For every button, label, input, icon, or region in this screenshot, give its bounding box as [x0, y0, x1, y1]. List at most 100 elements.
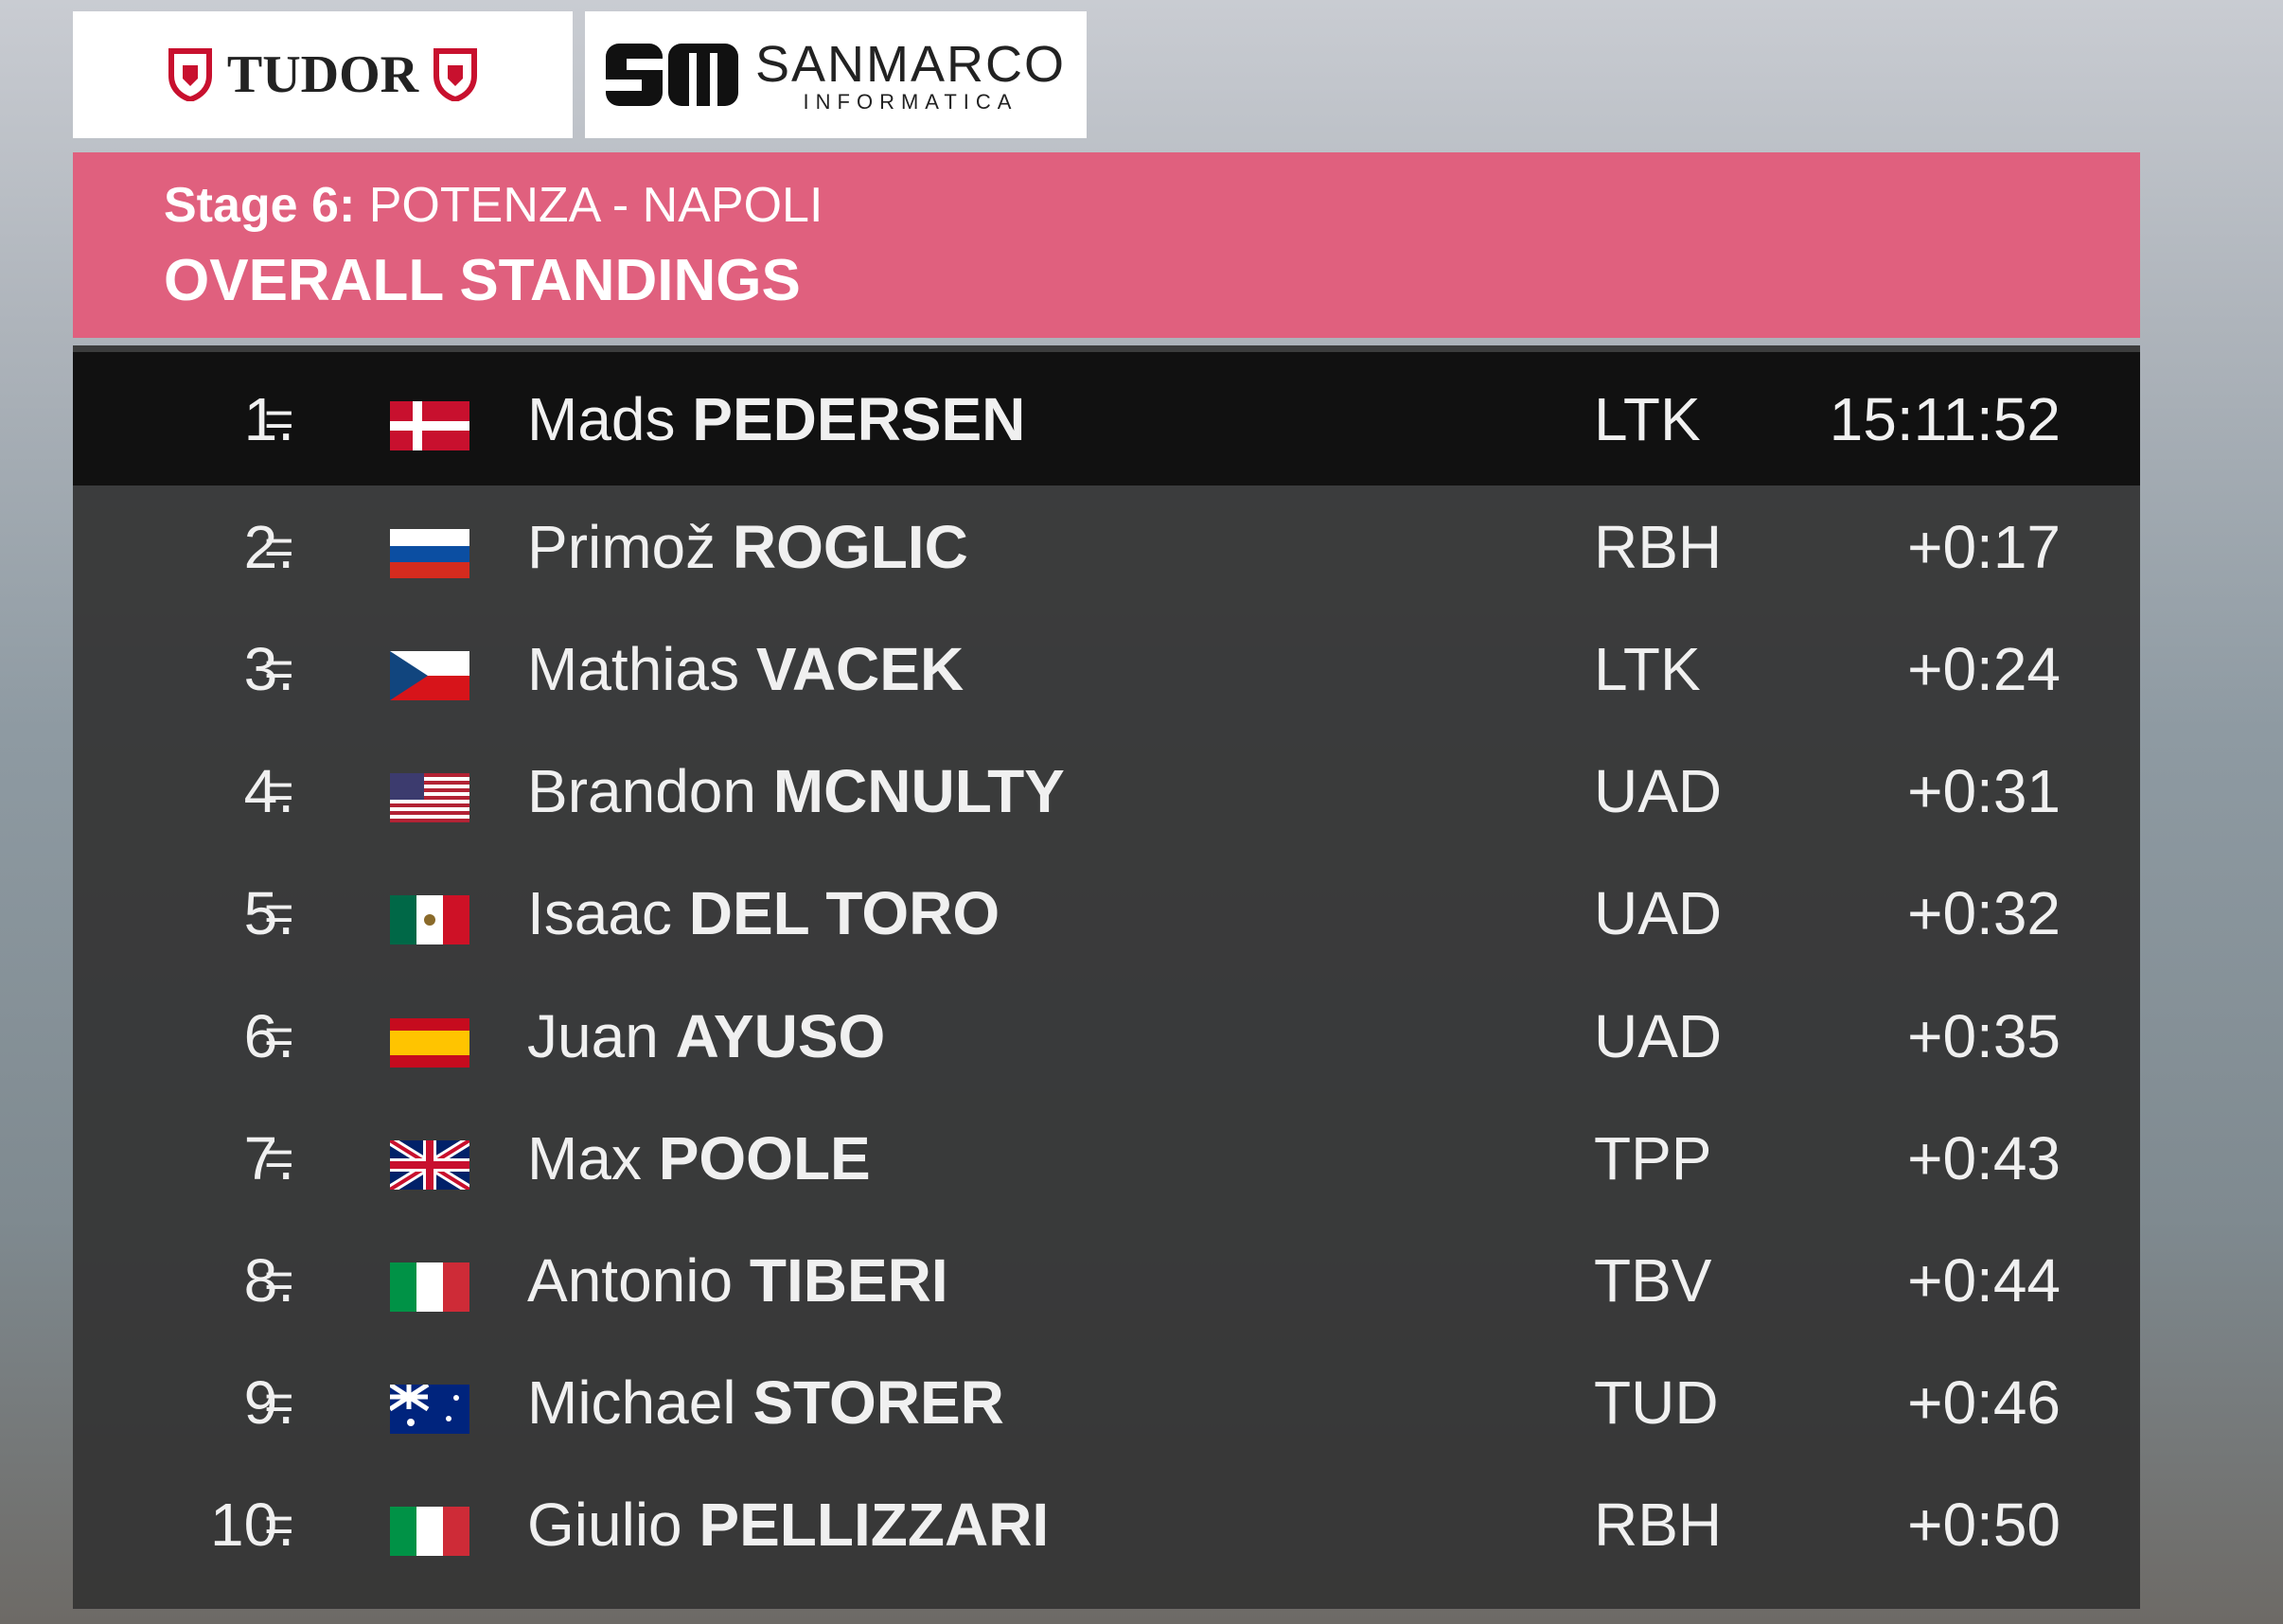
rank: 1.	[243, 384, 294, 453]
last-name: PEDERSEN	[692, 384, 1026, 453]
position-change: =	[264, 1496, 294, 1554]
rank: 8.	[243, 1245, 294, 1315]
sponsor-text: TUDOR	[226, 45, 419, 104]
first-name: Mads	[527, 384, 676, 453]
sponsor-sub: INFORMATICA	[803, 90, 1018, 114]
standing-row: 3. = Mathias VACEK LTK +0:24	[73, 608, 2140, 730]
team: TBV	[1594, 1245, 1712, 1315]
stage-label: Stage 6:	[164, 178, 356, 233]
standing-row: 8. = Antonio TIBERI TBV +0:44	[73, 1219, 2140, 1341]
flag-icon	[390, 400, 469, 450]
last-name: TIBERI	[749, 1245, 948, 1315]
flag-icon	[390, 773, 469, 823]
team: LTK	[1594, 384, 1701, 453]
rank: 9.	[243, 1368, 294, 1438]
position-change: =	[264, 518, 294, 575]
rider-name: Mads PEDERSEN	[527, 384, 1025, 454]
flag	[390, 644, 469, 700]
flag-icon	[390, 895, 469, 945]
standing-row: 6. = Juan AYUSO UAD +0:35	[73, 975, 2140, 1097]
time: +0:24	[1907, 634, 2061, 703]
flag	[390, 522, 469, 578]
standings-title: OVERALL STANDINGS	[164, 248, 801, 313]
standing-row: 2. = Primož ROGLIC RBH +0:17	[73, 485, 2140, 608]
team: TUD	[1594, 1368, 1719, 1438]
flag	[390, 767, 469, 823]
standing-row: 7. = Max POOLE TPP +0:43	[73, 1097, 2140, 1219]
last-name: MCNULTY	[772, 757, 1065, 826]
flag-icon	[390, 1017, 469, 1068]
first-name: Antonio	[527, 1245, 734, 1315]
flag	[390, 1500, 469, 1557]
time: +0:31	[1907, 757, 2061, 826]
team: UAD	[1594, 757, 1723, 826]
standing-row: 10. = Giulio PELLIZZARI RBH +0:50	[73, 1464, 2140, 1586]
last-name: ROGLIC	[732, 512, 968, 581]
first-name: Michael	[527, 1368, 736, 1438]
rider-name: Antonio TIBERI	[527, 1245, 948, 1315]
last-name: PELLIZZARI	[699, 1491, 1050, 1560]
team: TPP	[1594, 1123, 1712, 1192]
flag-icon	[390, 528, 469, 578]
time: +0:50	[1907, 1491, 2061, 1560]
time: +0:17	[1907, 512, 2061, 581]
rider-name: Brandon MCNULTY	[527, 756, 1065, 826]
shield-icon	[168, 48, 212, 101]
position-change: =	[264, 640, 294, 697]
position-change: =	[264, 390, 294, 448]
first-name: Giulio	[527, 1491, 682, 1560]
position-change: =	[264, 763, 294, 821]
team: LTK	[1594, 634, 1701, 703]
position-change: =	[264, 1374, 294, 1432]
rider-name: Primož ROGLIC	[527, 512, 968, 582]
first-name: Brandon	[527, 757, 756, 826]
stage-line: Stage 6: POTENZA - NAPOLI	[164, 177, 823, 234]
flag	[390, 1012, 469, 1068]
team: RBH	[1594, 1491, 1723, 1560]
rank: 2.	[243, 512, 294, 581]
first-name: Juan	[527, 1001, 659, 1070]
time: +0:44	[1907, 1245, 2061, 1315]
sponsor-text-block: SANMARCO INFORMATICA	[755, 35, 1066, 115]
rider-name: Max POOLE	[527, 1123, 871, 1193]
shield-icon	[434, 48, 478, 101]
flag-icon	[388, 1382, 469, 1435]
rank: 6.	[243, 1001, 294, 1070]
flag-icon	[390, 1507, 469, 1557]
last-name: STORER	[752, 1368, 1004, 1438]
rider-name: Juan AYUSO	[527, 1001, 885, 1071]
rider-name: Mathias VACEK	[527, 634, 964, 704]
position-change: =	[264, 1129, 294, 1187]
flag-icon	[390, 650, 469, 700]
team: RBH	[1594, 512, 1723, 581]
header-banner: Stage 6: POTENZA - NAPOLI OVERALL STANDI…	[73, 152, 2140, 338]
standing-row: 4. = Brandon MCNULTY UAD +0:31	[73, 731, 2140, 853]
rank: 3.	[243, 634, 294, 703]
stage-route: POTENZA - NAPOLI	[368, 178, 823, 233]
sm-logo	[605, 44, 738, 106]
sponsor-name: SANMARCO	[754, 36, 1067, 93]
flag	[390, 889, 469, 945]
time: +0:46	[1907, 1368, 2061, 1438]
first-name: Mathias	[527, 634, 740, 703]
standing-row: 5. = Isaac DEL TORO UAD +0:32	[73, 853, 2140, 975]
last-name: DEL TORO	[688, 879, 1000, 948]
rank: 4.	[243, 757, 294, 826]
first-name: Isaac	[527, 879, 672, 948]
position-change: =	[264, 1251, 294, 1309]
last-name: AYUSO	[675, 1001, 886, 1070]
flag	[387, 1134, 472, 1193]
rank: 5.	[243, 879, 294, 948]
first-name: Max	[527, 1123, 642, 1192]
sponsor-tudor: TUDOR	[73, 11, 573, 138]
rank: 10.	[210, 1491, 294, 1560]
flag	[390, 1256, 469, 1312]
standing-row: 9. = Michael STORER TUD +0:46	[73, 1342, 2140, 1464]
last-name: VACEK	[755, 634, 965, 703]
rider-name: Michael STORER	[527, 1368, 1004, 1438]
standing-row: 1. = Mads PEDERSEN LTK 15:11:52	[73, 352, 2140, 485]
flag	[388, 1378, 469, 1435]
rider-name: Giulio PELLIZZARI	[527, 1490, 1049, 1560]
flag	[390, 395, 469, 450]
